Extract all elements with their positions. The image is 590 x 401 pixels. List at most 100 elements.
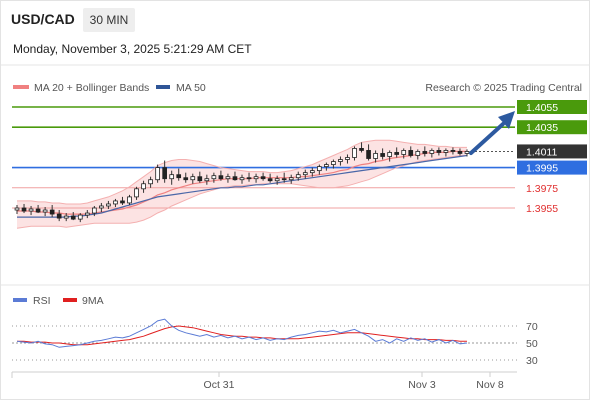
candle <box>345 154 350 164</box>
candle-body <box>394 152 400 155</box>
candle <box>288 174 294 184</box>
candle-body <box>387 152 392 157</box>
bb-upper-line <box>17 139 467 205</box>
candle <box>429 148 435 158</box>
candle-body <box>211 175 217 180</box>
candle <box>120 196 125 205</box>
candle <box>134 186 139 200</box>
legend-ma50-label: MA 50 <box>176 82 206 94</box>
candle <box>169 170 175 185</box>
candle <box>436 147 442 156</box>
candle-body <box>77 214 83 220</box>
candle <box>352 146 357 161</box>
candle-body <box>162 167 167 180</box>
candle <box>106 200 111 210</box>
price-label-1.3955: 1.3955 <box>526 203 558 215</box>
candle-body <box>92 207 97 214</box>
candle <box>35 204 41 214</box>
candle <box>246 172 252 182</box>
bollinger-band-area <box>17 140 467 229</box>
candle <box>239 174 245 184</box>
price-label-1.4011: 1.4011 <box>526 146 557 158</box>
candle-body <box>56 213 62 219</box>
candle-body <box>141 183 146 190</box>
candle <box>204 174 210 185</box>
x-tick-label: Oct 31 <box>204 379 235 391</box>
price-badge-1.4035 <box>517 120 587 135</box>
rsi-panel: 70 50 30 <box>12 318 538 367</box>
legend-swatch-bb <box>13 85 29 89</box>
candle-body <box>338 159 343 162</box>
candle <box>281 172 287 183</box>
instrument-title: USD/CAD <box>11 11 75 27</box>
candle-body <box>169 174 175 180</box>
candle <box>338 156 343 166</box>
candle-body <box>148 179 153 185</box>
rsi-9ma-line <box>17 325 467 346</box>
price-label-1.4055: 1.4055 <box>526 102 558 114</box>
candle <box>464 149 470 157</box>
candle <box>394 147 400 158</box>
x-tick-label: Nov 3 <box>408 379 436 391</box>
legend-swatch-rsi <box>13 298 27 302</box>
candle <box>331 159 336 169</box>
candle <box>211 172 217 183</box>
candle <box>422 146 428 157</box>
candle <box>190 173 196 184</box>
candle-body <box>436 150 442 153</box>
candle <box>49 204 55 218</box>
candle-body <box>352 148 357 158</box>
candle <box>359 142 364 153</box>
candle <box>63 213 69 222</box>
candle <box>77 213 83 223</box>
timeframe-button[interactable]: 30 MIN <box>83 8 135 32</box>
candle-body <box>422 151 428 154</box>
ma50-line <box>17 154 468 218</box>
candle-body <box>63 215 69 219</box>
candle-body <box>183 177 189 181</box>
candle-body <box>317 166 322 172</box>
candle-body <box>176 174 182 179</box>
timestamp: Monday, November 3, 2025 5:21:29 AM CET <box>13 42 252 56</box>
candle <box>218 170 224 181</box>
legend-swatch-ma50 <box>156 85 170 89</box>
trend-arrow-head <box>498 111 515 129</box>
legend-swatch-9ma <box>63 298 77 302</box>
candle-body <box>464 151 470 154</box>
candle <box>415 149 421 160</box>
candle-body <box>225 176 231 180</box>
candle <box>70 212 76 221</box>
candle <box>183 172 189 183</box>
price-panel: 1.4055 1.4035 1.4011 1.3995 1.3975 1.3955 <box>12 100 587 229</box>
candle <box>225 173 231 183</box>
legend-bb-label: MA 20 + Bollinger Bands <box>34 82 149 94</box>
candle-body <box>281 178 287 181</box>
candle-body <box>239 177 245 181</box>
candle-body <box>113 200 118 205</box>
candle <box>295 171 301 181</box>
candle-body <box>267 178 273 182</box>
candle-body <box>99 205 104 209</box>
rsi-tick-70: 70 <box>526 321 538 333</box>
candle-body <box>324 164 329 167</box>
candle-body <box>295 174 301 179</box>
candle-body <box>302 172 308 176</box>
candle <box>162 160 167 183</box>
price-label-1.3975: 1.3975 <box>526 183 558 195</box>
candle <box>28 205 34 216</box>
candle <box>450 147 456 155</box>
candle <box>113 198 118 207</box>
candle-body <box>274 178 280 182</box>
candle-body <box>28 208 34 212</box>
candle <box>84 210 90 219</box>
candle <box>56 210 62 222</box>
candle-body <box>120 200 125 204</box>
candle <box>232 171 238 181</box>
candle-body <box>49 209 55 215</box>
candle-body <box>309 170 315 174</box>
candle-body <box>42 209 48 213</box>
legend-rsi-label: RSI <box>33 295 51 307</box>
candle-body <box>415 151 421 156</box>
candle <box>366 144 371 161</box>
